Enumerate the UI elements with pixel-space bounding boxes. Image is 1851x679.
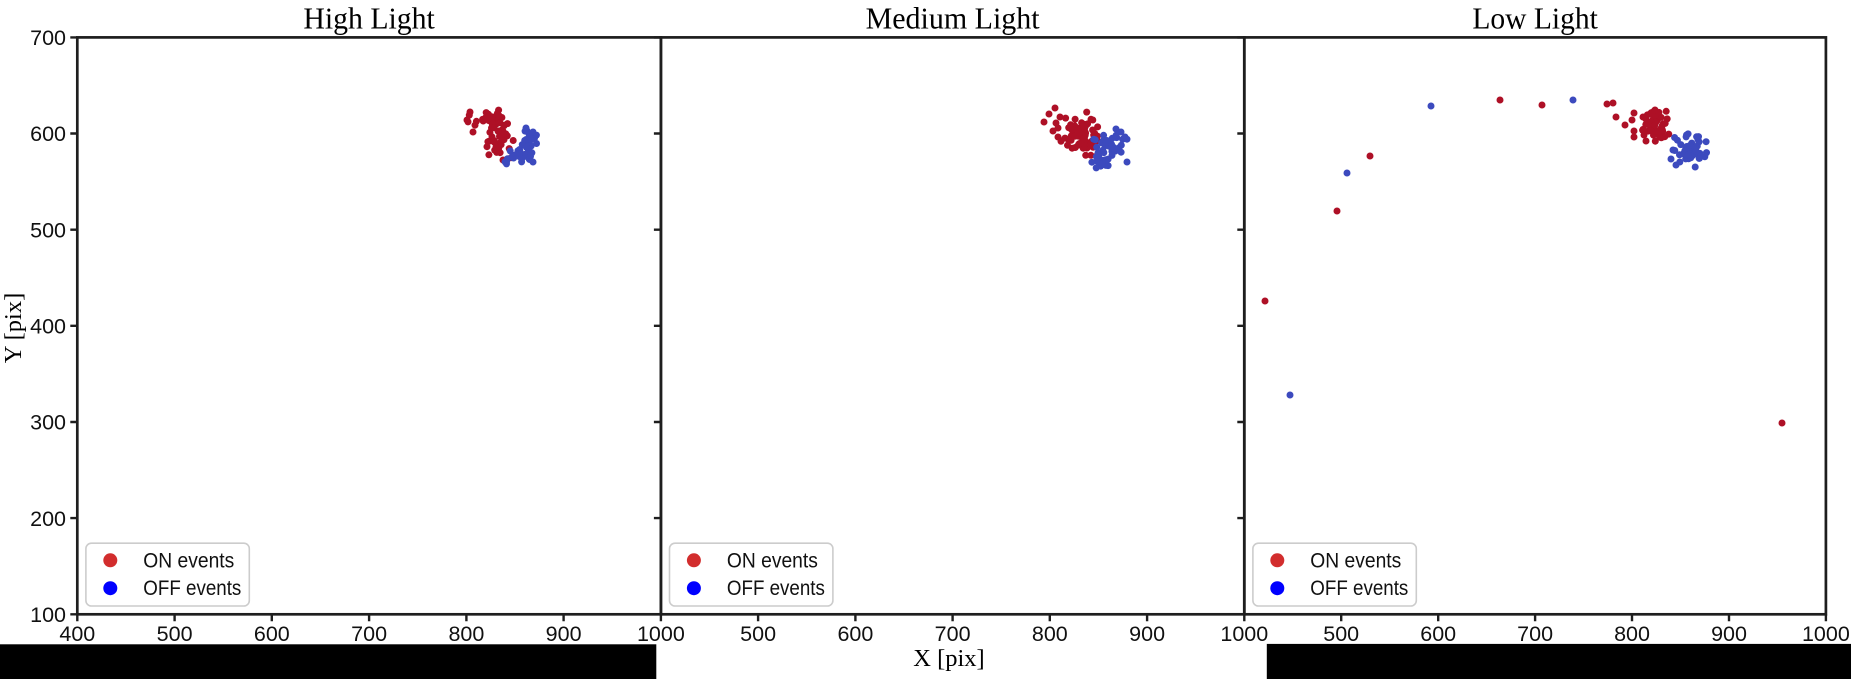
svg-text:Low Light: Low Light — [1472, 0, 1598, 35]
svg-text:ON events: ON events — [1310, 549, 1401, 572]
svg-text:500: 500 — [740, 622, 776, 646]
svg-text:700: 700 — [935, 622, 971, 646]
svg-text:600: 600 — [837, 622, 873, 646]
svg-text:900: 900 — [1129, 622, 1165, 646]
svg-text:Y [pix]: Y [pix] — [0, 293, 27, 364]
svg-text:400: 400 — [30, 314, 66, 338]
svg-text:Medium Light: Medium Light — [866, 0, 1040, 35]
svg-text:400: 400 — [59, 622, 95, 646]
svg-text:900: 900 — [1711, 622, 1747, 646]
svg-text:800: 800 — [1614, 622, 1650, 646]
svg-text:1000: 1000 — [1802, 622, 1850, 646]
svg-text:800: 800 — [1032, 622, 1068, 646]
svg-text:ON events: ON events — [143, 549, 234, 572]
svg-text:High Light: High Light — [303, 0, 435, 35]
svg-text:800: 800 — [448, 622, 484, 646]
svg-text:OFF events: OFF events — [727, 577, 825, 600]
svg-text:200: 200 — [30, 507, 66, 531]
svg-text:1000: 1000 — [637, 622, 685, 646]
svg-text:1000: 1000 — [1220, 622, 1268, 646]
svg-text:700: 700 — [30, 26, 66, 50]
svg-text:700: 700 — [1517, 622, 1553, 646]
svg-text:300: 300 — [30, 411, 66, 435]
svg-text:500: 500 — [30, 218, 66, 242]
svg-text:100: 100 — [30, 603, 66, 627]
svg-text:700: 700 — [351, 622, 387, 646]
svg-text:ON events: ON events — [727, 549, 818, 572]
svg-text:600: 600 — [30, 122, 66, 146]
svg-text:500: 500 — [157, 622, 193, 646]
svg-text:X [pix]: X [pix] — [913, 645, 984, 672]
svg-text:900: 900 — [546, 622, 582, 646]
svg-text:OFF events: OFF events — [1310, 577, 1408, 600]
svg-text:600: 600 — [1420, 622, 1456, 646]
svg-text:OFF events: OFF events — [143, 577, 241, 600]
svg-text:500: 500 — [1323, 622, 1359, 646]
svg-text:600: 600 — [254, 622, 290, 646]
